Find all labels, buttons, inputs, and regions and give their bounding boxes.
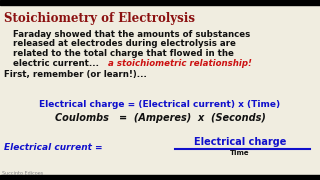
Text: Time: Time — [230, 150, 250, 156]
Text: Electrical current =: Electrical current = — [4, 143, 106, 152]
Bar — [0, 0, 320, 5]
Text: Succinto Edicoes: Succinto Edicoes — [2, 171, 43, 176]
Text: Stoichiometry of Electrolysis: Stoichiometry of Electrolysis — [4, 12, 195, 25]
Text: electric current...: electric current... — [4, 58, 99, 68]
Text: Electrical charge = (Electrical current) x (Time): Electrical charge = (Electrical current)… — [39, 100, 281, 109]
Text: Electrical charge: Electrical charge — [194, 137, 286, 147]
Text: First, remember (or learn!)...: First, remember (or learn!)... — [4, 70, 147, 79]
Text: released at electrodes during electrolysis are: released at electrodes during electrolys… — [4, 39, 236, 48]
Text: related to the total charge that flowed in the: related to the total charge that flowed … — [4, 49, 234, 58]
Text: Coulombs   =  (Amperes)  x  (Seconds): Coulombs = (Amperes) x (Seconds) — [55, 113, 265, 123]
Text: a stoichiometric relationship!: a stoichiometric relationship! — [108, 58, 252, 68]
Text: Faraday showed that the amounts of substances: Faraday showed that the amounts of subst… — [4, 30, 250, 39]
Bar — [0, 175, 320, 180]
